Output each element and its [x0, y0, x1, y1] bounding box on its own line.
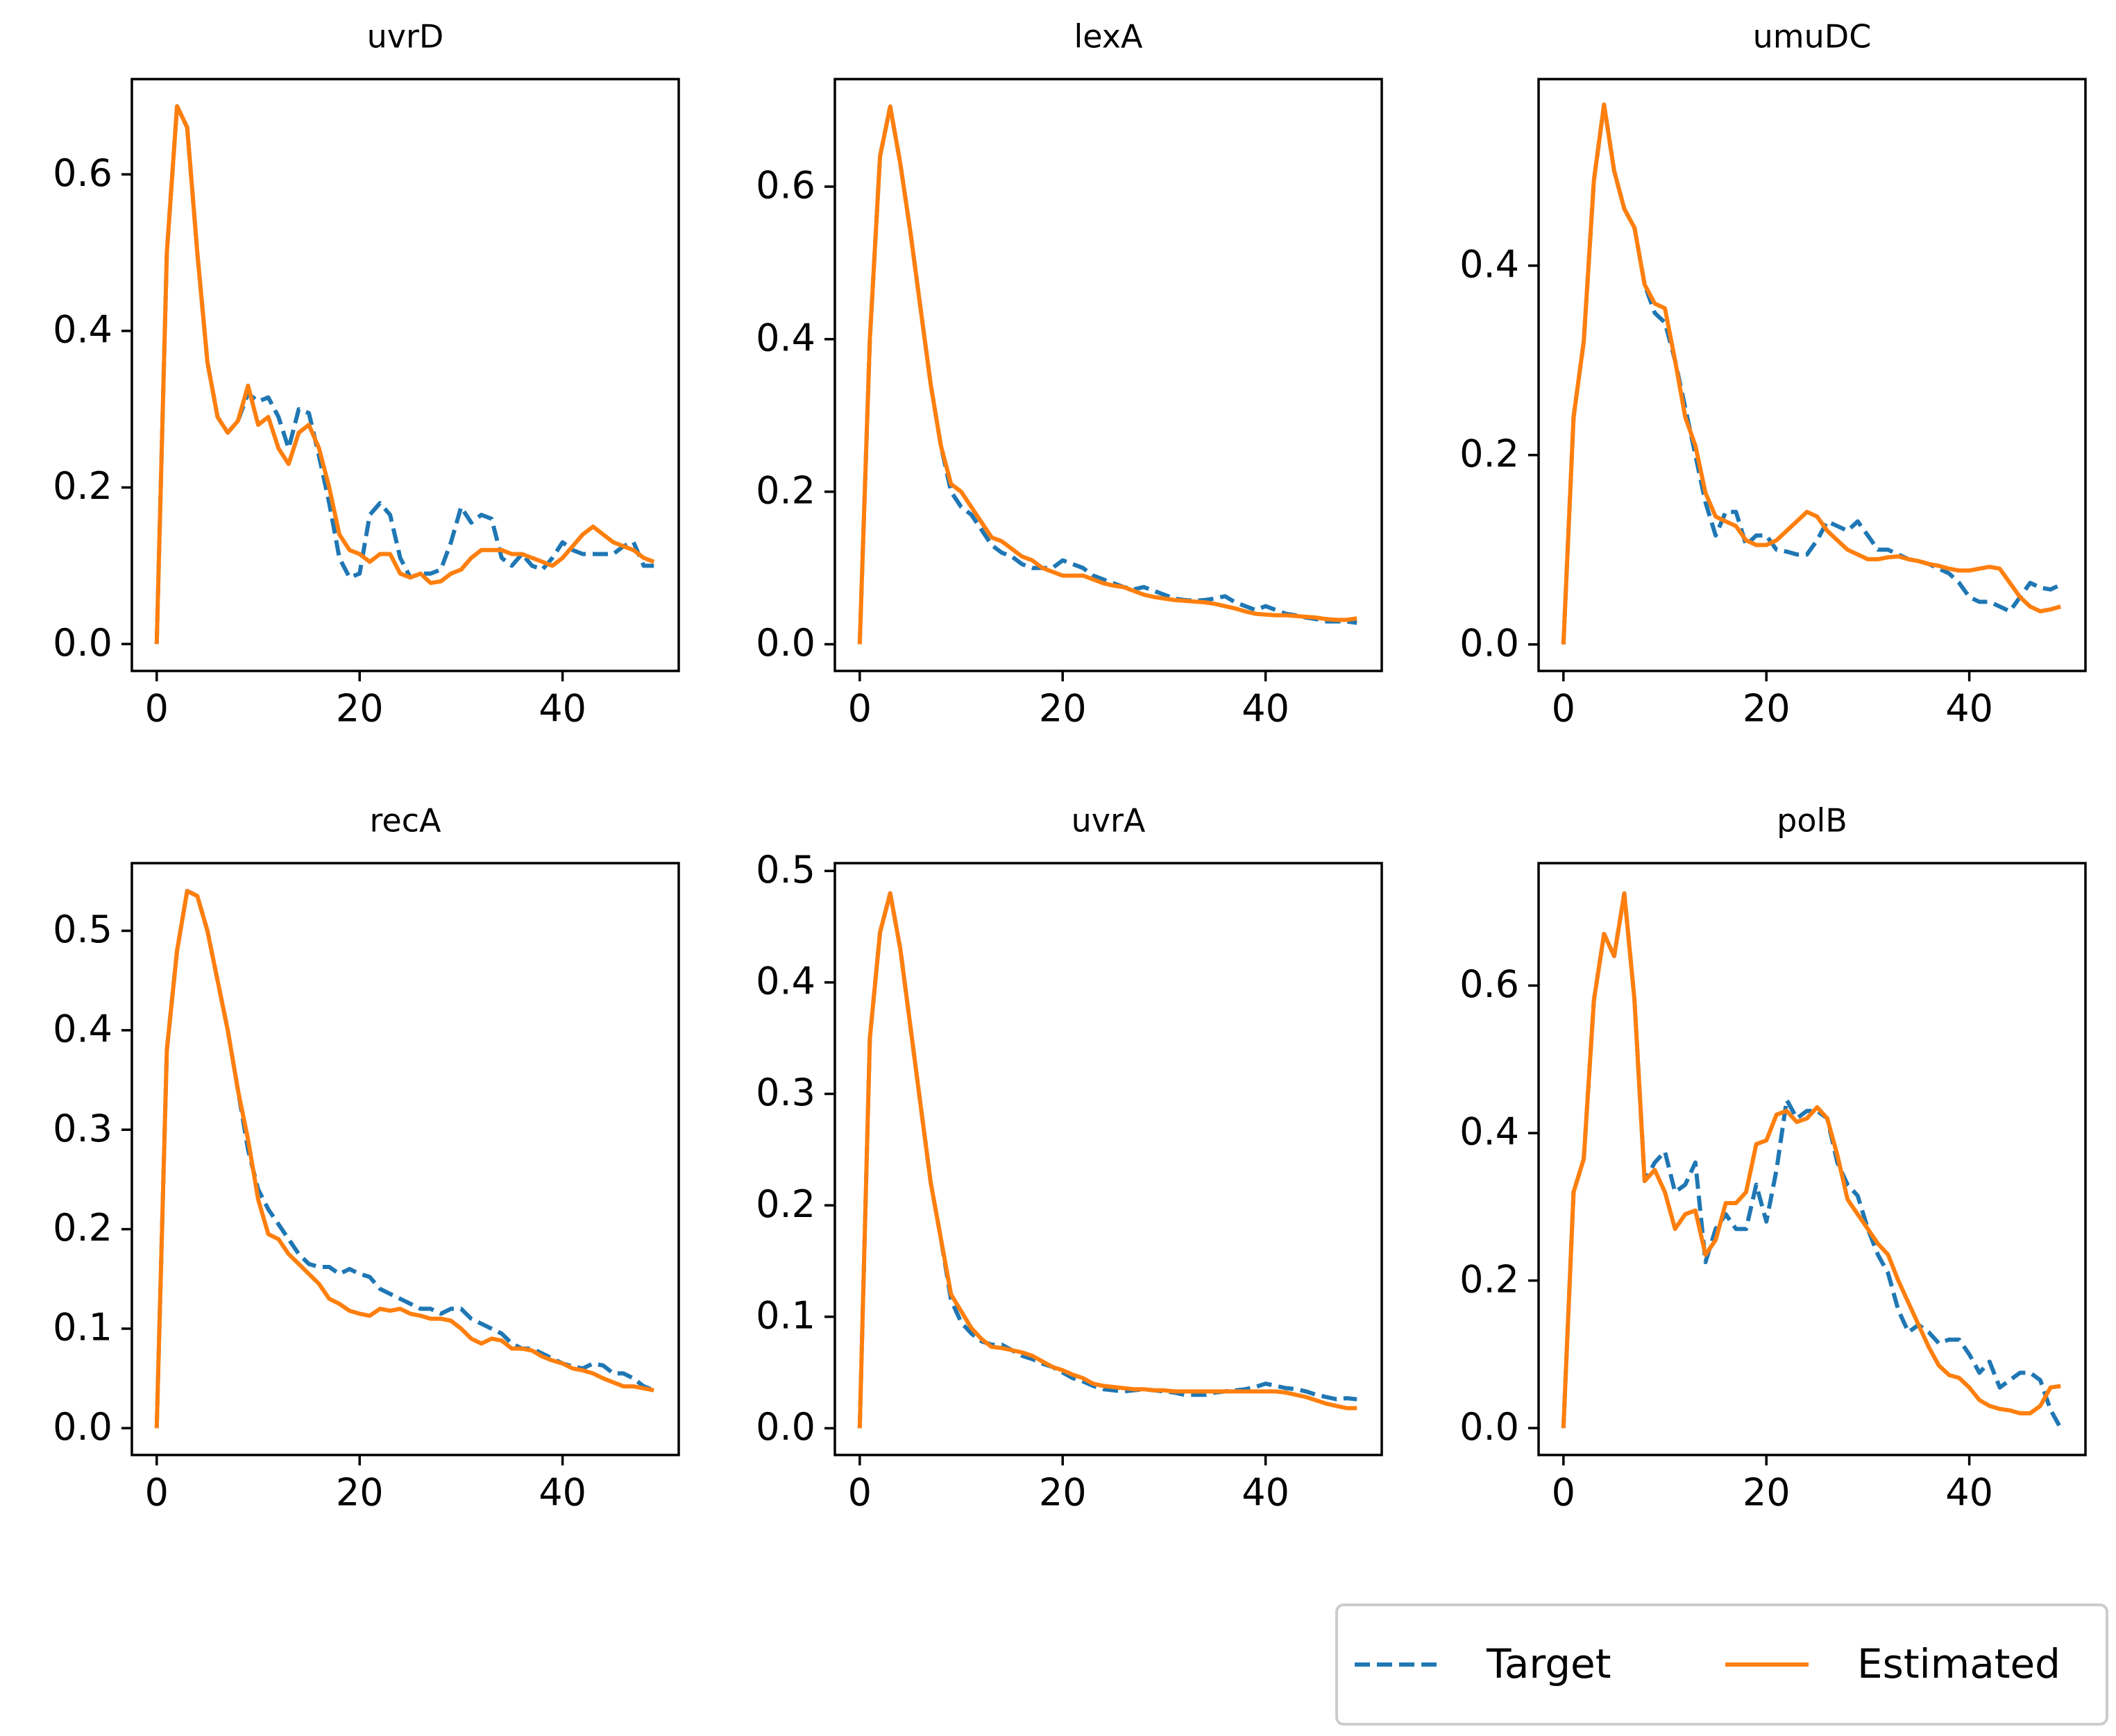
y-tick-label: 0.3	[53, 1107, 112, 1150]
x-tick-label: 0	[1552, 687, 1575, 731]
subplot-title: uvrA	[1072, 802, 1146, 840]
legend: Target Estimated	[1335, 1603, 2108, 1726]
x-tick-label: 0	[848, 687, 872, 731]
axes-frame	[130, 862, 680, 1456]
x-tick-label: 0	[848, 1471, 872, 1515]
y-tick-label: 0.2	[756, 1182, 815, 1226]
x-tick-label: 40	[1945, 1471, 1993, 1515]
axes-frame	[833, 78, 1383, 672]
y-tick-label: 0.2	[53, 464, 112, 508]
x-tick-label: 40	[1242, 1471, 1289, 1515]
line-series	[857, 104, 1357, 645]
subplot-title: recA	[370, 802, 441, 840]
x-tick-label: 20	[336, 1471, 384, 1515]
axes-frame	[1537, 78, 2087, 672]
y-tick-label: 0.0	[1459, 1405, 1519, 1449]
y-tick-label: 0.1	[53, 1306, 112, 1350]
x-tick-label: 40	[1945, 687, 1993, 731]
subplot-title: lexA	[1074, 18, 1143, 56]
y-tick-label: 0.2	[53, 1206, 112, 1250]
subplot-title: umuDC	[1753, 18, 1872, 56]
y-tick-label: 0.0	[756, 1405, 815, 1449]
y-tick-label: 0.1	[756, 1293, 815, 1337]
x-tick-label: 40	[1242, 687, 1289, 731]
subplot: uvrA 0 20 40 0.0 0.1 0.2 0.3 0.4 0.5	[756, 802, 1383, 1515]
line-series	[1561, 102, 2062, 645]
x-tick-label: 20	[1039, 687, 1087, 731]
line-series	[154, 104, 655, 645]
y-tick-label: 0.5	[53, 908, 112, 951]
legend-label: Estimated	[1857, 1640, 2060, 1687]
x-tick-label: 40	[539, 687, 586, 731]
x-tick-label: 0	[1552, 1471, 1575, 1515]
y-tick-label: 0.0	[53, 621, 112, 665]
subplot-title: polB	[1777, 802, 1847, 840]
subplot: recA 0 20 40 0.0 0.1 0.2 0.3 0.4 0.5	[53, 802, 680, 1515]
y-tick-label: 0.3	[756, 1071, 815, 1114]
y-tick-label: 0.0	[53, 1405, 112, 1449]
subplot: polB 0 20 40 0.0 0.2 0.4 0.6	[1459, 802, 2087, 1515]
y-tick-label: 0.2	[1459, 432, 1519, 475]
y-tick-label: 0.0	[1459, 621, 1519, 665]
y-tick-label: 0.2	[756, 468, 815, 512]
y-tick-label: 0.4	[1459, 1110, 1519, 1154]
y-tick-label: 0.4	[756, 960, 815, 1003]
y-tick-label: 0.4	[756, 316, 815, 359]
line-series	[154, 889, 654, 1429]
subplot: umuDC 0 20 40 0.0 0.2 0.4	[1459, 18, 2087, 731]
axes-frame	[833, 862, 1383, 1456]
x-tick-label: 20	[1039, 1471, 1087, 1515]
y-tick-label: 0.4	[1459, 243, 1519, 287]
line-series	[857, 891, 1357, 1429]
y-tick-label: 0.6	[756, 164, 815, 207]
legend-label: Target	[1486, 1640, 1611, 1687]
axes-frame	[1537, 862, 2087, 1456]
subplot-title: uvrD	[367, 18, 444, 56]
line-series	[1561, 891, 2061, 1429]
subplot: lexA 0 20 40 0.0 0.2 0.4 0.6	[756, 18, 1383, 731]
y-tick-label: 0.2	[1459, 1257, 1519, 1301]
x-tick-label: 0	[145, 1471, 169, 1515]
y-tick-label: 0.5	[756, 848, 815, 892]
line-series	[1561, 102, 2062, 645]
x-tick-label: 40	[539, 1471, 586, 1515]
legend-frame	[1335, 1603, 2108, 1726]
y-tick-label: 0.6	[53, 151, 112, 195]
y-tick-label: 0.4	[53, 308, 112, 352]
y-tick-label: 0.4	[53, 1007, 112, 1050]
x-tick-label: 20	[336, 687, 384, 731]
y-tick-label: 0.6	[1459, 962, 1519, 1006]
x-tick-label: 20	[1743, 1471, 1791, 1515]
y-tick-label: 0.0	[756, 621, 815, 665]
x-tick-label: 20	[1743, 687, 1791, 731]
x-tick-label: 0	[145, 687, 169, 731]
subplot: uvrD 0 20 40 0.0 0.2 0.4 0.6	[53, 18, 680, 731]
axes-frame	[130, 78, 680, 672]
